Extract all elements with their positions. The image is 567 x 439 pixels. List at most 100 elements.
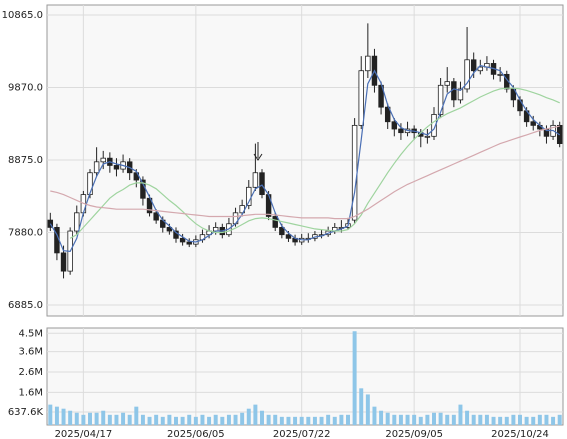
- volume-bar: [200, 414, 205, 425]
- volume-bar: [326, 414, 331, 425]
- candle-body: [351, 124, 358, 221]
- volume-bar: [544, 414, 549, 425]
- volume-bar: [279, 416, 284, 425]
- volume-bar: [405, 414, 410, 425]
- volume-bar: [293, 416, 298, 425]
- y-tick-label: 4.5M: [18, 328, 43, 339]
- x-tick-label: 2025/07/22: [273, 429, 331, 439]
- volume-bar: [458, 404, 463, 425]
- volume-bar: [81, 414, 86, 425]
- volume-bar: [379, 410, 384, 425]
- volume-bar: [140, 414, 145, 425]
- moving-average-line: [69, 87, 560, 239]
- volume-bar: [346, 414, 350, 425]
- volume-bar: [213, 414, 218, 425]
- volume-bar: [101, 410, 106, 425]
- volume-bar: [246, 408, 251, 425]
- candle-body: [113, 165, 120, 170]
- volume-bar: [365, 394, 370, 425]
- candle-body: [464, 59, 470, 90]
- candle-body: [437, 84, 444, 115]
- volume-bar: [154, 414, 159, 425]
- volume-bar: [392, 414, 397, 425]
- volume-bar: [220, 416, 225, 425]
- candle-body: [391, 121, 398, 130]
- volume-bar: [445, 414, 450, 425]
- y-tick-label: 7880.0: [8, 227, 43, 238]
- plot: 10865.0 9870.0 8875.0 7880.0 6885.0 4.5M 3.6M 2…: [2, 5, 563, 439]
- volume-bar: [478, 414, 483, 425]
- moving-average-line: [49, 64, 561, 253]
- volume-bar: [207, 416, 212, 425]
- candle-body: [358, 70, 364, 126]
- candle-body: [497, 73, 503, 76]
- volume-bar: [160, 416, 165, 425]
- volume-bar: [233, 414, 238, 425]
- volume-bar: [332, 416, 337, 425]
- volume-bar: [319, 416, 324, 425]
- candle-body: [384, 106, 391, 123]
- volume-bar: [372, 406, 377, 425]
- candle-body: [398, 128, 404, 134]
- volume-bar: [484, 414, 489, 425]
- volume-bar: [359, 388, 364, 425]
- volume-bar: [531, 416, 536, 425]
- volume-bar: [61, 408, 66, 425]
- x-tick-label: 2025/10/24: [491, 429, 549, 439]
- x-tick-label: 2025/06/05: [167, 429, 225, 439]
- volume-bar: [398, 414, 403, 425]
- candle-body: [87, 172, 93, 196]
- volume-bar: [537, 414, 542, 425]
- y-tick-label: 2.6M: [18, 367, 43, 378]
- volume-bar: [498, 416, 503, 425]
- candle-body: [259, 172, 265, 196]
- volume-bar: [48, 404, 53, 425]
- price-panel: [46, 4, 564, 317]
- volume-bar: [352, 331, 357, 425]
- volume-bar: [226, 414, 231, 425]
- candle-body: [74, 212, 80, 232]
- candle-body: [530, 121, 536, 126]
- volume-bar: [121, 412, 126, 425]
- volume-bar: [180, 416, 185, 425]
- x-tick-label: 2025/09/05: [385, 429, 443, 439]
- volume-bar: [54, 406, 59, 425]
- volume-bar: [465, 410, 470, 425]
- volume-bar: [299, 416, 304, 425]
- volume-bar: [174, 416, 178, 425]
- candle-body: [186, 241, 192, 245]
- volume-bar: [418, 416, 423, 425]
- candle-body: [365, 55, 371, 72]
- volume-bar: [491, 416, 496, 425]
- candle-body: [252, 172, 259, 188]
- volume-bar: [451, 414, 456, 425]
- candle-body: [153, 212, 159, 221]
- candle-body: [60, 252, 67, 272]
- volume-bar: [74, 412, 79, 425]
- volume-bar: [240, 412, 245, 425]
- candle-body: [470, 59, 477, 72]
- candle-body: [510, 88, 517, 101]
- volume-bar: [339, 414, 344, 425]
- x-tick-label: 2025/04/17: [55, 429, 113, 439]
- candle-body: [100, 157, 106, 163]
- volume-bar: [266, 414, 271, 425]
- volume-bar: [88, 412, 92, 425]
- volume-bar: [127, 414, 132, 425]
- y-tick-label: 3.6M: [18, 347, 43, 358]
- volume-bar: [187, 414, 192, 425]
- volume-bar: [286, 416, 291, 425]
- moving-average-line: [50, 125, 560, 220]
- candle-body: [285, 234, 292, 239]
- candle-body: [378, 84, 384, 108]
- candle-body: [272, 216, 278, 228]
- volume-bar: [518, 414, 522, 425]
- volume-bar: [134, 406, 139, 425]
- volume-bar: [551, 416, 556, 425]
- candle-body: [93, 161, 100, 174]
- volume-bar: [107, 414, 112, 425]
- volume-bar: [524, 416, 529, 425]
- volume-bar: [438, 412, 443, 425]
- volume-bar: [504, 416, 509, 425]
